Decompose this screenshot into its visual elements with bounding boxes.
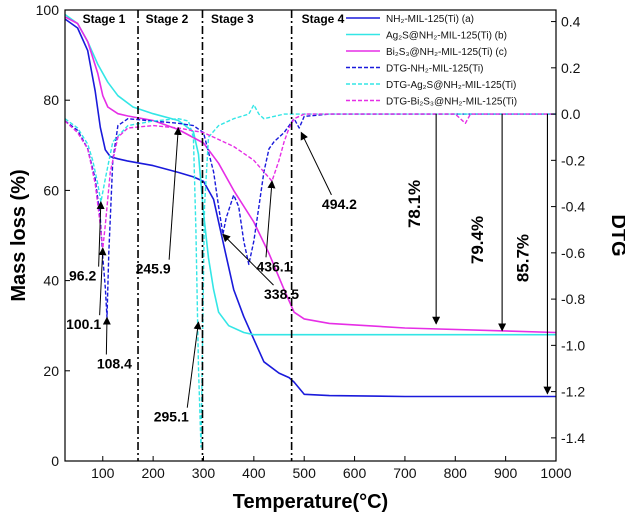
y2-tick-label-8: -1.2: [561, 384, 585, 400]
series-line-1: [64, 13, 556, 336]
peak-arrow-2: [102, 316, 111, 355]
x-tick-label-8: 900: [494, 465, 518, 481]
overlay-layer: Stage 1 Stage 2 Stage 3 Stage 4 78.1% 79.4% 85…: [66, 10, 552, 461]
x-tick-label-6: 700: [393, 465, 417, 481]
y-tick-label-1: 20: [43, 363, 59, 379]
stage-label-3: Stage 4: [302, 12, 345, 26]
y-tick-label-5: 100: [36, 2, 60, 18]
legend: NH₂-MIL-125(Ti) (a) Ag₂S@NH₂-MIL-125(Ti) …: [346, 14, 517, 108]
series-line-2: [64, 16, 557, 334]
legend-label-3: DTG-NH₂-MIL-125(Ti): [386, 64, 483, 75]
y2-tick-label-0: 0.4: [561, 14, 581, 30]
y2-axis-title: DTG: [607, 214, 625, 256]
x-tick-label-0: 100: [91, 465, 115, 481]
y2-tick-label-4: -0.4: [561, 199, 585, 215]
series-line-4: [64, 104, 556, 448]
axes-layer: 100 200 300 400 500 600 700 800 900 1000 0 20 40 60 80…: [36, 2, 586, 481]
x-tick-label-2: 300: [192, 465, 216, 481]
legend-label-2: Bi₂S₃@NH₂-MIL-125(Ti) (c): [386, 47, 507, 58]
x-tick-label-9: 1000: [540, 465, 571, 481]
stage-label-2: Stage 3: [211, 12, 254, 26]
legend-label-4: DTG-Ag₂S@NH₂-MIL-125(Ti): [386, 80, 516, 91]
y2-tick-label-5: -0.6: [561, 245, 585, 261]
peak-arrow-3: [168, 126, 182, 260]
legend-label-1: Ag₂S@NH₂-MIL-125(Ti) (b): [386, 31, 507, 42]
loss-percent-1: 79.4%: [468, 216, 487, 264]
y2-tick-label-7: -1.0: [561, 337, 585, 353]
stage-label-1: Stage 2: [146, 12, 189, 26]
series-layer: [64, 13, 557, 448]
x-tick-label-7: 800: [444, 465, 468, 481]
y-tick-label-4: 80: [43, 92, 59, 108]
x-tick-label-5: 600: [343, 465, 367, 481]
plot-frame: [64, 9, 557, 462]
series-line-5: [64, 113, 556, 249]
y2-tick-label-9: -1.4: [561, 430, 585, 446]
y-tick-label-0: 0: [51, 453, 59, 469]
peak-label-7: 494.2: [322, 196, 357, 212]
peak-label-6: 436.1: [256, 258, 291, 274]
y-tick-label-3: 60: [43, 182, 59, 198]
loss-percent-2: 85.7%: [513, 234, 532, 282]
peak-arrow-7: [300, 131, 332, 196]
x-tick-label-1: 200: [141, 465, 165, 481]
x-tick-label-4: 500: [293, 465, 317, 481]
legend-label-5: DTG-Bi₂S₃@NH₂-MIL-125(Ti): [386, 97, 517, 108]
peak-label-1: 100.1: [66, 316, 101, 332]
loss-percent-0: 78.1%: [405, 180, 424, 228]
peak-label-5: 338.5: [264, 286, 299, 302]
y2-tick-label-6: -0.8: [561, 291, 585, 307]
peak-arrow-5: [222, 233, 274, 286]
peak-label-0: 96.2: [69, 268, 96, 284]
peak-arrow-4: [186, 321, 202, 408]
x-tick-label-3: 400: [242, 465, 266, 481]
y-axis-title: Mass loss (%): [8, 169, 30, 301]
peak-arrow-1: [98, 247, 107, 316]
y2-tick-label-2: 0.0: [561, 106, 581, 122]
series-line-0: [64, 18, 556, 398]
peak-label-3: 245.9: [136, 261, 171, 277]
peak-arrow-0: [96, 200, 105, 267]
stage-label-0: Stage 1: [83, 12, 126, 26]
x-axis-title: Temperature(°C): [233, 491, 388, 513]
y2-tick-label-1: 0.2: [561, 60, 581, 76]
peak-label-4: 295.1: [154, 409, 189, 425]
legend-label-0: NH₂-MIL-125(Ti) (a): [386, 14, 474, 25]
peak-label-2: 108.4: [97, 355, 132, 371]
y2-tick-label-3: -0.2: [561, 152, 585, 168]
peak-arrow-6: [265, 180, 276, 258]
y-tick-label-2: 40: [43, 273, 59, 289]
series-line-3: [64, 113, 556, 319]
